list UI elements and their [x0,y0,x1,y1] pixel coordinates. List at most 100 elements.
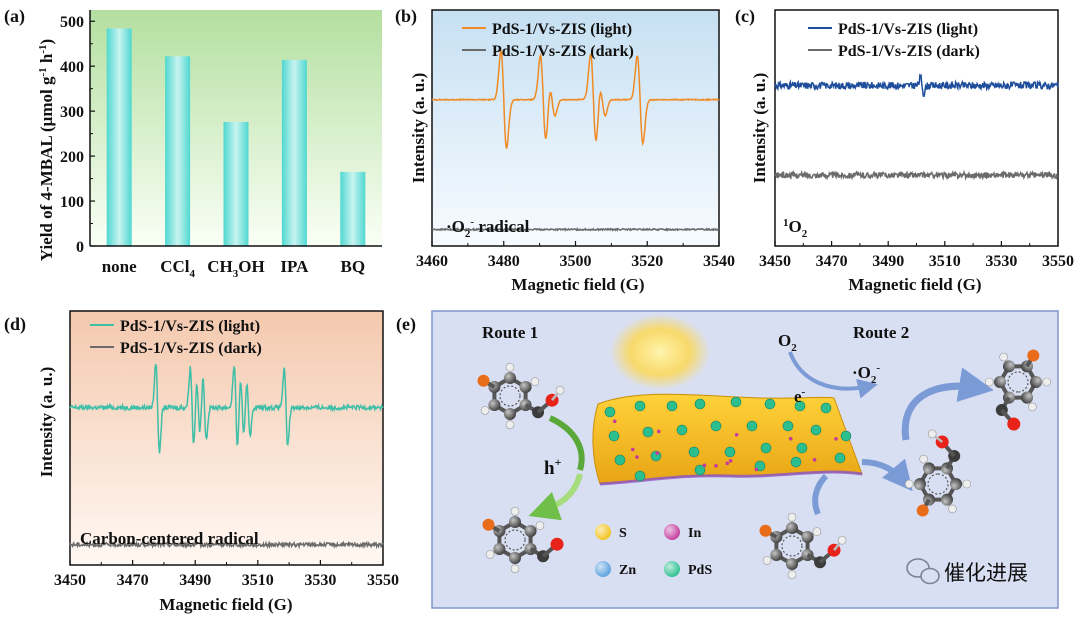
pds-particle [794,400,806,412]
molecules [477,349,1052,580]
legend-atom-label: Zn [619,563,636,578]
x-tick-label: 3450 [759,253,791,270]
series-line-1 [431,227,720,233]
legend-label-0: PdS-1/Vs-ZIS (light) [838,21,978,38]
pds-particle [782,420,794,432]
in-atom [702,463,707,468]
panel-d-background [70,311,383,565]
x-tick-label: 3550 [1042,253,1074,270]
pds-particle [746,420,758,432]
x-axis-label-b: Magnetic field (G) [511,275,644,294]
pds-particle [604,406,616,418]
wechat-icon [906,558,940,585]
x-tick-label: 3550 [367,572,399,589]
pds-particle [834,452,846,464]
watermark: 催化进展 [906,558,1028,585]
route-1-arrow-out [528,473,583,521]
x-tick-label: 3450 [54,572,86,589]
legend-item-In: In [664,524,701,541]
category-label-CH3OH: CH3OH [207,257,264,280]
x-tick-label: 3540 [703,253,735,270]
panel-label-e: (e) [396,314,416,335]
product-molecule-route2 [984,349,1052,431]
route-2-label: Route 2 [853,323,909,342]
pds-particle [688,446,700,458]
pds-particle [840,430,852,442]
series-line-1 [774,169,1059,181]
in-atom [714,463,718,468]
series-line-1 [69,539,384,550]
x-tick-label: 3510 [929,253,961,270]
pds-particle [760,442,772,454]
hole-label: h+ [544,455,562,479]
pds-particle [666,400,678,412]
annotation-d: Carbon-centered radical [80,529,259,548]
in-atom [788,436,793,441]
bar-CH3OH [223,121,249,246]
pds-particle [694,464,706,476]
y-axis-label-c: Intensity (a. u.) [750,73,769,184]
panel-c: (c) 3450 3470 3490 3510 3530 3550 PdS-1/Vs-ZIS… [735,6,1074,294]
electron-label: e- [794,386,806,406]
bar-BQ [340,171,366,246]
route-1-arrow-in [548,415,585,471]
pds-particle [634,470,646,482]
legend-item-Zn: Zn [595,561,636,578]
x-tick-label: 3490 [872,253,904,270]
series-line-0 [69,364,384,454]
pds-particle [790,456,802,468]
bar-CCl4 [165,56,191,247]
legend-atom-label: In [688,526,701,541]
bar-IPA [281,59,307,247]
x-tick-label: 3530 [304,572,336,589]
intermediate-molecule-route2 [904,429,972,517]
catalyst-sheet [592,393,863,486]
in-atom [630,447,635,452]
y-tick-label: 100 [60,194,84,211]
pds-particle [676,424,688,436]
y-tick-label: 400 [60,59,84,76]
category-label-BQ: BQ [341,257,366,276]
legend-label-1: PdS-1/Vs-ZIS (dark) [492,43,634,60]
atom-legend: S In Zn PdS [595,524,712,578]
spectrum-plot-b: 3460 3480 3500 3520 3540 PdS-1/Vs-ZIS (light)… [416,9,735,270]
o2-label: O2 [778,331,797,354]
panel-label-d: (d) [4,314,26,335]
bar-series [106,28,366,247]
x-tick-label: 3480 [488,253,520,270]
x-tick-label: 3530 [985,253,1017,270]
reactant-molecule-route1 [477,362,565,430]
series-line-0 [774,73,1059,98]
pds-particle [810,424,822,436]
category-label-none: none [102,257,137,276]
pds-particle [730,396,742,408]
panel-label-b: (b) [395,6,417,27]
y-tick-label: 200 [60,149,84,166]
x-axis-categories: none CCl4 CH3OH IPA BQ [102,257,365,280]
legend-label-1: PdS-1/Vs-ZIS (dark) [838,43,980,60]
in-atom [656,429,661,434]
y-axis-label-d: Intensity (a. u.) [37,367,56,478]
in-atom [812,458,817,462]
route-2-arrow-right [861,458,913,492]
o2-reduction-arrow [788,351,878,399]
in-atom [725,461,730,466]
in-atom [655,451,660,455]
pds-particle [694,398,706,410]
legend-label-0: PdS-1/Vs-ZIS (light) [492,21,632,38]
pds-particle [642,426,654,438]
product-molecule-route1 [482,506,564,574]
category-label-CCl4: CCl4 [160,257,195,280]
x-tick-label: 3500 [560,253,592,270]
legend-label-0: PdS-1/Vs-ZIS (light) [120,318,260,335]
in-atom [734,432,739,437]
series-line-0 [431,48,720,149]
x-tick-label: 3470 [117,572,149,589]
bar-none [106,28,132,246]
watermark-text: 催化进展 [944,562,1028,585]
in-atom [612,419,617,424]
legend-label-1: PdS-1/Vs-ZIS (dark) [120,340,262,357]
